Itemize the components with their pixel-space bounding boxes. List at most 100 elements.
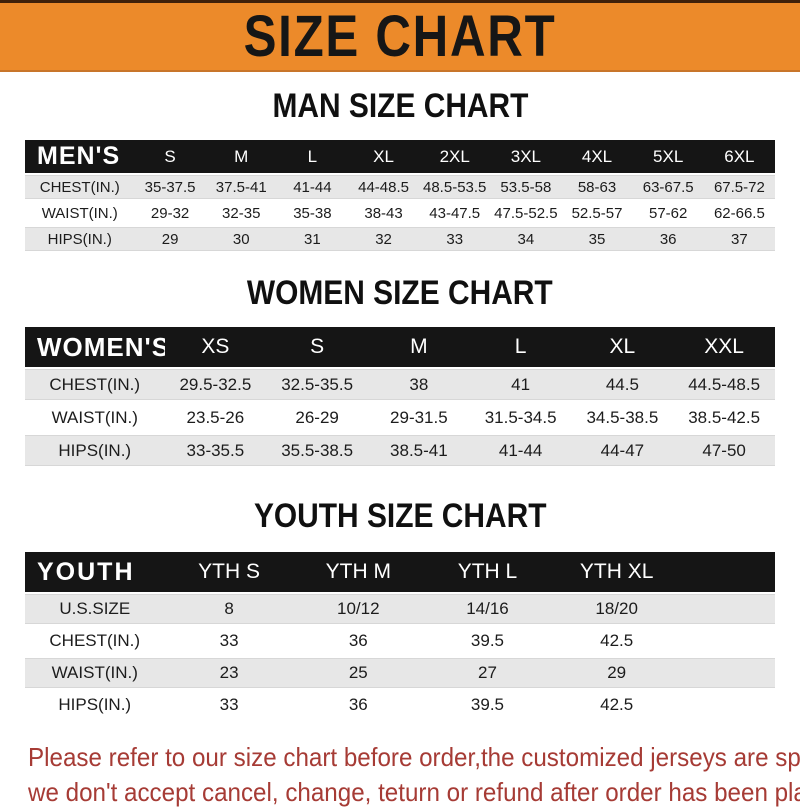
size-value-cell: 35-38: [276, 201, 348, 225]
size-value-cell: 26-29: [266, 402, 368, 433]
row-filler-cell: [681, 626, 775, 656]
men-section-heading-text: MAN SIZE CHART: [272, 87, 528, 125]
size-value-cell: 48.5-53.5: [419, 175, 491, 199]
size-value-cell: 47.5-52.5: [490, 201, 562, 225]
size-column-header: 6XL: [703, 140, 775, 173]
size-value-cell: 39.5: [422, 626, 553, 656]
size-value-cell: 38.5-41: [368, 435, 470, 466]
women-section-heading-text: WOMEN SIZE CHART: [247, 274, 553, 312]
size-column-header: L: [469, 327, 572, 367]
size-column-header: XL: [347, 140, 420, 173]
measure-row-label: CHEST(IN.): [25, 626, 165, 656]
size-value-cell: 27: [422, 658, 553, 688]
size-column-header: XXL: [673, 327, 775, 367]
size-column-header: S: [134, 140, 206, 173]
size-value-cell: 10/12: [293, 594, 423, 624]
section-women: WOMEN SIZE CHART WOMEN'S XS S M L XL XXL CHEST(…: [0, 275, 800, 468]
size-value-cell: 29-31.5: [368, 402, 470, 433]
size-value-cell: 14/16: [422, 594, 553, 624]
size-value-cell: 29.5-32.5: [164, 369, 267, 400]
table-row: CHEST(IN.) 29.5-32.5 32.5-35.5 38 41 44.5 44.5…: [25, 369, 775, 400]
measure-row-label: WAIST(IN.): [25, 658, 165, 688]
size-value-cell: 33: [164, 626, 294, 656]
size-value-cell: 36: [293, 690, 423, 720]
size-column-header: M: [368, 327, 470, 367]
table-row: HIPS(IN.) 33-35.5 35.5-38.5 38.5-41 41-44 44-…: [25, 435, 775, 466]
size-value-cell: 35-37.5: [134, 175, 206, 199]
size-column-header: YTH M: [293, 552, 423, 592]
size-value-cell: 34: [490, 227, 562, 251]
size-value-cell: 41-44: [276, 175, 348, 199]
footer-notice-line2: we don't accept cancel, change, teturn o…: [28, 777, 800, 807]
measure-row-label: WAIST(IN.): [25, 201, 135, 225]
youth-section-heading: YOUTH SIZE CHART: [0, 498, 800, 534]
size-value-cell: 41-44: [469, 435, 572, 466]
table-row: WAIST(IN.) 23 25 27 29: [25, 658, 775, 688]
table-row: CHEST(IN.) 35-37.5 37.5-41 41-44 44-48.5 48.5…: [25, 175, 775, 199]
size-column-header: L: [276, 140, 348, 173]
size-value-cell: 39.5: [422, 690, 553, 720]
youth-section-heading-text: YOUTH SIZE CHART: [253, 497, 547, 535]
size-value-cell: 38: [368, 369, 470, 400]
size-value-cell: 33: [164, 690, 294, 720]
size-value-cell: 35.5-38.5: [266, 435, 368, 466]
women-section-heading: WOMEN SIZE CHART: [0, 275, 800, 311]
size-value-cell: 8: [164, 594, 294, 624]
table-corner-label: MEN'S: [25, 140, 135, 173]
section-men: MAN SIZE CHART MEN'S S M L XL 2XL 3XL 4XL 5XL 6XL…: [0, 88, 800, 253]
size-value-cell: 32.5-35.5: [266, 369, 368, 400]
men-section-heading: MAN SIZE CHART: [0, 88, 800, 124]
size-table-header-row: WOMEN'S XS S M L XL XXL: [25, 327, 775, 367]
table-row: U.S.SIZE 8 10/12 14/16 18/20: [25, 594, 775, 624]
measure-row-label: CHEST(IN.): [25, 369, 165, 400]
size-column-header: S: [266, 327, 368, 367]
size-value-cell: 44-47: [571, 435, 674, 466]
section-youth: YOUTH SIZE CHART YOUTH YTH S YTH M YTH L YTH…: [0, 498, 800, 722]
size-value-cell: 58-63: [561, 175, 633, 199]
measure-row-label: U.S.SIZE: [25, 594, 165, 624]
size-value-cell: 44-48.5: [347, 175, 420, 199]
size-column-header: XL: [571, 327, 674, 367]
table-row: HIPS(IN.) 33 36 39.5 42.5: [25, 690, 775, 720]
men-size-table: MEN'S S M L XL 2XL 3XL 4XL 5XL 6XL CHEST(IN.) 35-37…: [25, 138, 775, 253]
size-value-cell: 32-35: [205, 201, 277, 225]
size-value-cell: 47-50: [673, 435, 775, 466]
size-column-header: 5XL: [632, 140, 704, 173]
row-filler-cell: [681, 690, 775, 720]
size-value-cell: 37.5-41: [205, 175, 277, 199]
size-column-header: XS: [164, 327, 267, 367]
women-size-table: WOMEN'S XS S M L XL XXL CHEST(IN.) 29.5-32.5 32.5…: [25, 325, 775, 468]
table-row: HIPS(IN.) 29 30 31 32 33 34 35 36 37: [25, 227, 775, 251]
size-value-cell: 32: [347, 227, 420, 251]
size-table-header-row: YOUTH YTH S YTH M YTH L YTH XL: [25, 552, 775, 592]
size-value-cell: 31.5-34.5: [469, 402, 572, 433]
size-value-cell: 29: [552, 658, 682, 688]
youth-size-table: YOUTH YTH S YTH M YTH L YTH XL U.S.SIZE 8 10/12…: [25, 550, 775, 722]
size-value-cell: 36: [632, 227, 704, 251]
size-value-cell: 29-32: [134, 201, 206, 225]
size-column-header: M: [205, 140, 277, 173]
size-value-cell: 41: [469, 369, 572, 400]
size-value-cell: 43-47.5: [419, 201, 491, 225]
size-value-cell: 62-66.5: [703, 201, 775, 225]
table-corner-label: YOUTH: [25, 552, 165, 592]
size-value-cell: 38.5-42.5: [673, 402, 775, 433]
size-value-cell: 33-35.5: [164, 435, 267, 466]
size-column-header: 2XL: [419, 140, 491, 173]
size-column-header: YTH L: [422, 552, 553, 592]
size-value-cell: 63-67.5: [632, 175, 704, 199]
table-row: CHEST(IN.) 33 36 39.5 42.5: [25, 626, 775, 656]
measure-row-label: HIPS(IN.): [25, 435, 165, 466]
size-value-cell: 36: [293, 626, 423, 656]
size-value-cell: 38-43: [347, 201, 420, 225]
size-value-cell: 30: [205, 227, 277, 251]
size-value-cell: 34.5-38.5: [571, 402, 674, 433]
size-value-cell: 52.5-57: [561, 201, 633, 225]
footer-notice: Please refer to our size chart before or…: [0, 740, 800, 810]
measure-row-label: HIPS(IN.): [25, 227, 135, 251]
size-column-header: 4XL: [561, 140, 633, 173]
size-value-cell: 67.5-72: [703, 175, 775, 199]
size-column-header: YTH XL: [552, 552, 682, 592]
footer-notice-line1: Please refer to our size chart before or…: [28, 742, 800, 772]
